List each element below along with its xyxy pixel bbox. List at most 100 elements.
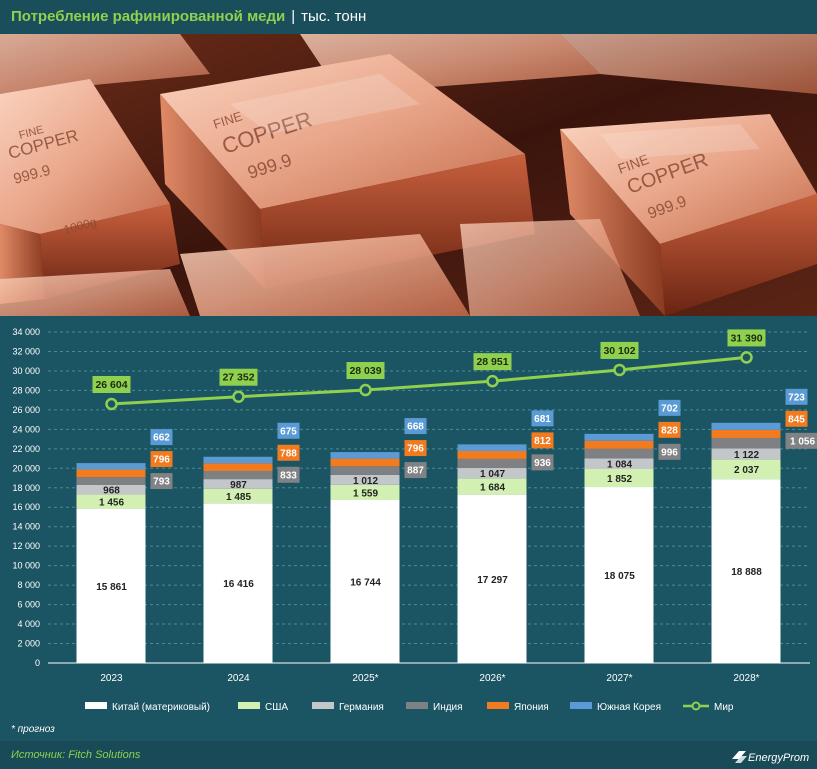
- data-label: 968: [103, 486, 120, 497]
- data-label: 887: [407, 466, 424, 477]
- y-tick-label: 14 000: [12, 522, 40, 532]
- data-label: 662: [153, 433, 170, 444]
- data-label-box: [277, 444, 300, 461]
- legend-swatch: [487, 702, 509, 709]
- legend-label: Индия: [433, 702, 463, 713]
- data-label: 1 559: [353, 488, 378, 499]
- world-label-box: [473, 353, 512, 371]
- bar-segment: [457, 444, 527, 452]
- world-series-point: [613, 363, 626, 377]
- data-label-box: [404, 418, 427, 435]
- world-data-label: 30 102: [603, 345, 635, 357]
- data-label-box: [404, 462, 427, 479]
- y-tick-label: 18 000: [12, 483, 40, 493]
- data-label: 1 485: [226, 492, 251, 503]
- data-label-box: [531, 410, 554, 427]
- bar-segment: [457, 478, 527, 495]
- bar-segment: [203, 503, 273, 663]
- bar-segment: [584, 487, 654, 663]
- data-label-box: [277, 422, 300, 439]
- data-label: 996: [661, 447, 678, 458]
- bar-segment: [76, 463, 146, 470]
- data-label: 812: [534, 436, 551, 447]
- data-label-box: [150, 473, 173, 490]
- data-label: 2 037: [734, 465, 759, 476]
- bar-segment: [711, 438, 781, 449]
- y-tick-label: 20 000: [12, 463, 40, 473]
- legend-item: США: [238, 702, 288, 713]
- footer: Источник: Fitch Solutions EnergyProm: [0, 741, 817, 769]
- bar-segment: [203, 456, 273, 464]
- data-label: 16 416: [223, 579, 254, 590]
- legend-item: Германия: [312, 702, 384, 713]
- bar-segment: [457, 451, 527, 459]
- bar-segment: [76, 477, 146, 485]
- legend-label: Япония: [514, 702, 549, 713]
- world-label-box: [346, 362, 385, 380]
- legend-swatch-point: [691, 701, 701, 711]
- bar-segment: [203, 471, 273, 480]
- legend-item: Китай (материковый): [85, 702, 210, 713]
- bar-segment: [584, 458, 654, 470]
- bar-segment: [330, 499, 400, 663]
- y-tick-label: 6 000: [17, 600, 40, 610]
- legend-label: Германия: [339, 702, 384, 713]
- y-tick-label: 28 000: [12, 385, 40, 395]
- bar-segment: [457, 468, 527, 479]
- legend-item: Мир: [683, 701, 734, 713]
- world-series-point: [105, 397, 118, 411]
- world-series-line: [111, 355, 747, 406]
- data-label-box: [785, 432, 817, 449]
- data-label: 828: [661, 425, 678, 436]
- data-label: 1 684: [480, 482, 505, 493]
- y-tick-label: 34 000: [12, 327, 40, 337]
- data-label: 936: [534, 458, 551, 469]
- source-text: Источник: Fitch Solutions: [11, 749, 141, 761]
- y-tick-label: 2 000: [17, 639, 40, 649]
- world-label-box: [219, 368, 258, 386]
- bar-segment: [711, 479, 781, 663]
- legend-item: Индия: [406, 702, 463, 713]
- data-label: 1 056: [790, 436, 815, 447]
- data-label-box: [785, 410, 808, 427]
- title-separator: |: [291, 8, 296, 25]
- world-series-point: [232, 390, 245, 403]
- bar-segment: [330, 484, 400, 500]
- x-tick-label: 2027*: [606, 673, 632, 684]
- data-label-box: [531, 432, 554, 449]
- data-label: 1 084: [607, 460, 632, 471]
- data-label-box: [785, 388, 808, 405]
- world-series-point: [359, 383, 372, 397]
- bar-segment: [457, 458, 527, 469]
- world-data-label: 26 604: [95, 379, 127, 391]
- data-label: 668: [407, 422, 424, 433]
- legend-swatch: [406, 702, 428, 709]
- bar-segment: [330, 452, 400, 459]
- legend-item: Южная Корея: [570, 702, 661, 713]
- data-label-box: [658, 399, 681, 416]
- legend-label: Мир: [714, 702, 734, 713]
- bar-segment: [584, 448, 654, 459]
- world-data-label: 28 951: [476, 356, 508, 368]
- world-series-point: [486, 374, 499, 388]
- bar-segment: [330, 474, 400, 485]
- legend-item: Япония: [487, 702, 549, 713]
- title-bar: Потребление рафинированной меди | тыс. тон…: [0, 0, 817, 34]
- bar-segment: [330, 466, 400, 475]
- energyprom-logo: EnergyProm: [730, 746, 810, 766]
- x-tick-label: 2028*: [733, 673, 759, 684]
- x-tick-label: 2025*: [352, 673, 378, 684]
- data-label: 18 888: [731, 567, 762, 578]
- data-label: 1 852: [607, 474, 632, 485]
- y-tick-label: 30 000: [12, 366, 40, 376]
- bar-segment: [711, 422, 781, 430]
- data-label: 16 744: [350, 577, 381, 588]
- copper-ingots-photo: FINE COPPER 999.9 FINE COPPER 999.9 1000…: [0, 34, 817, 316]
- legend-label: США: [265, 702, 288, 713]
- bar-segment: [76, 508, 146, 663]
- y-tick-label: 24 000: [12, 424, 40, 434]
- bar-segment: [457, 494, 527, 663]
- data-label-box: [150, 429, 173, 446]
- x-tick-label: 2024: [227, 673, 250, 684]
